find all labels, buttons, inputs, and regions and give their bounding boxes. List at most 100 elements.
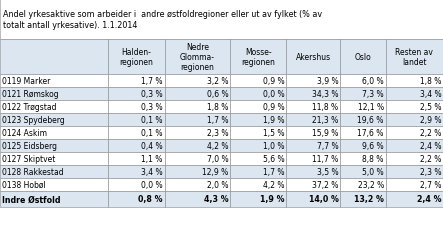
- Text: 6,0 %: 6,0 %: [362, 77, 384, 86]
- Text: 2,9 %: 2,9 %: [420, 115, 441, 124]
- Text: 4,3 %: 4,3 %: [204, 195, 228, 204]
- Text: 0127 Skiptvet: 0127 Skiptvet: [2, 154, 55, 163]
- Text: 7,3 %: 7,3 %: [362, 90, 384, 98]
- Text: 0,0 %: 0,0 %: [263, 90, 285, 98]
- Text: 0,0 %: 0,0 %: [141, 180, 163, 189]
- Bar: [165, 114, 230, 126]
- Text: 1,9 %: 1,9 %: [260, 195, 285, 204]
- Bar: [385, 139, 443, 152]
- Bar: [165, 126, 230, 139]
- Text: 3,4 %: 3,4 %: [420, 90, 441, 98]
- Bar: [287, 191, 340, 207]
- Text: 1,7 %: 1,7 %: [263, 167, 285, 176]
- Bar: [385, 165, 443, 178]
- Bar: [108, 178, 165, 191]
- Text: 0,6 %: 0,6 %: [207, 90, 228, 98]
- Bar: [165, 40, 230, 75]
- Bar: [287, 178, 340, 191]
- Text: 13,2 %: 13,2 %: [354, 195, 384, 204]
- Text: 0,3 %: 0,3 %: [141, 90, 163, 98]
- Bar: [230, 114, 287, 126]
- Bar: [230, 101, 287, 114]
- Text: 2,4 %: 2,4 %: [417, 195, 441, 204]
- Bar: [108, 165, 165, 178]
- Bar: [287, 152, 340, 165]
- Text: 2,2 %: 2,2 %: [420, 154, 441, 163]
- Text: 8,8 %: 8,8 %: [362, 154, 384, 163]
- Text: 0,9 %: 0,9 %: [263, 77, 285, 86]
- Bar: [108, 88, 165, 101]
- Bar: [230, 88, 287, 101]
- Text: Nedre
Glomma-
regionen: Nedre Glomma- regionen: [180, 42, 215, 72]
- Text: 12,9 %: 12,9 %: [202, 167, 228, 176]
- Text: Mosse-
regionen: Mosse- regionen: [241, 48, 275, 67]
- Text: 11,8 %: 11,8 %: [312, 103, 338, 112]
- Text: 12,1 %: 12,1 %: [358, 103, 384, 112]
- Text: Oslo: Oslo: [354, 53, 371, 62]
- Text: Indre Østfold: Indre Østfold: [2, 195, 61, 204]
- Bar: [230, 191, 287, 207]
- Bar: [340, 178, 385, 191]
- Text: 4,2 %: 4,2 %: [207, 141, 228, 150]
- Bar: [230, 178, 287, 191]
- Bar: [0, 126, 108, 139]
- Text: 7,7 %: 7,7 %: [317, 141, 338, 150]
- Bar: [0, 114, 108, 126]
- Bar: [340, 191, 385, 207]
- Text: 0138 Hobøl: 0138 Hobøl: [2, 180, 46, 189]
- Text: 15,9 %: 15,9 %: [312, 128, 338, 137]
- Text: 0123 Spydeberg: 0123 Spydeberg: [2, 115, 65, 124]
- Text: 0128 Rakkestad: 0128 Rakkestad: [2, 167, 64, 176]
- Bar: [108, 40, 165, 75]
- Bar: [0, 101, 108, 114]
- Bar: [385, 191, 443, 207]
- Bar: [340, 101, 385, 114]
- Bar: [287, 114, 340, 126]
- Text: 3,4 %: 3,4 %: [141, 167, 163, 176]
- Bar: [108, 75, 165, 88]
- Bar: [0, 178, 108, 191]
- Text: 0122 Trøgstad: 0122 Trøgstad: [2, 103, 57, 112]
- Bar: [165, 75, 230, 88]
- Text: 2,2 %: 2,2 %: [420, 128, 441, 137]
- Text: 1,8 %: 1,8 %: [207, 103, 228, 112]
- Bar: [165, 139, 230, 152]
- Text: 2,7 %: 2,7 %: [420, 180, 441, 189]
- Bar: [0, 40, 108, 75]
- Bar: [230, 152, 287, 165]
- Bar: [165, 101, 230, 114]
- Bar: [340, 139, 385, 152]
- Bar: [0, 191, 108, 207]
- Text: 3,5 %: 3,5 %: [317, 167, 338, 176]
- Bar: [340, 75, 385, 88]
- Text: 1,8 %: 1,8 %: [420, 77, 441, 86]
- Text: 0125 Eidsberg: 0125 Eidsberg: [2, 141, 57, 150]
- Text: Resten av
landet: Resten av landet: [395, 48, 433, 67]
- Text: 2,3 %: 2,3 %: [207, 128, 228, 137]
- Bar: [287, 75, 340, 88]
- Text: 1,0 %: 1,0 %: [263, 141, 285, 150]
- Text: 2,5 %: 2,5 %: [420, 103, 441, 112]
- Bar: [287, 126, 340, 139]
- Text: 3,9 %: 3,9 %: [317, 77, 338, 86]
- Text: 0,9 %: 0,9 %: [263, 103, 285, 112]
- Bar: [108, 152, 165, 165]
- Bar: [0, 88, 108, 101]
- Bar: [230, 75, 287, 88]
- Bar: [340, 88, 385, 101]
- Bar: [0, 165, 108, 178]
- Text: 4,2 %: 4,2 %: [263, 180, 285, 189]
- Text: 0,8 %: 0,8 %: [138, 195, 163, 204]
- Bar: [385, 126, 443, 139]
- Bar: [287, 101, 340, 114]
- Bar: [287, 165, 340, 178]
- Text: 3,2 %: 3,2 %: [207, 77, 228, 86]
- Text: 1,1 %: 1,1 %: [141, 154, 163, 163]
- Text: 1,5 %: 1,5 %: [263, 128, 285, 137]
- Text: 17,6 %: 17,6 %: [358, 128, 384, 137]
- Text: 34,3 %: 34,3 %: [312, 90, 338, 98]
- Bar: [340, 165, 385, 178]
- Text: 19,6 %: 19,6 %: [358, 115, 384, 124]
- Bar: [340, 126, 385, 139]
- Bar: [165, 165, 230, 178]
